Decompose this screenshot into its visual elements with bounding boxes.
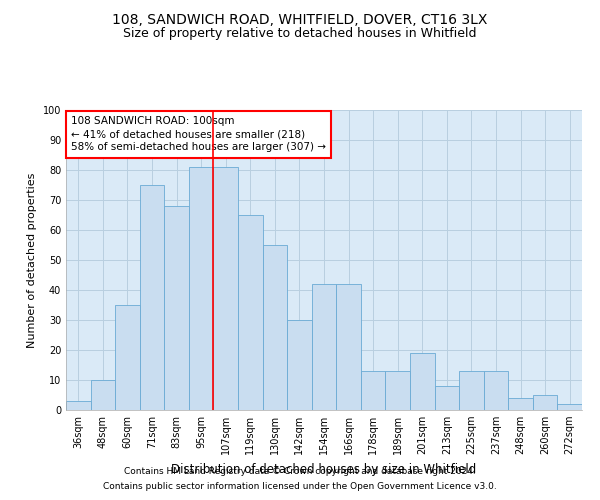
X-axis label: Distribution of detached houses by size in Whitfield: Distribution of detached houses by size … bbox=[172, 462, 476, 475]
Text: 108, SANDWICH ROAD, WHITFIELD, DOVER, CT16 3LX: 108, SANDWICH ROAD, WHITFIELD, DOVER, CT… bbox=[112, 12, 488, 26]
Bar bbox=[385, 371, 410, 410]
Text: 108 SANDWICH ROAD: 100sqm
← 41% of detached houses are smaller (218)
58% of semi: 108 SANDWICH ROAD: 100sqm ← 41% of detac… bbox=[71, 116, 326, 152]
Bar bbox=[263, 245, 287, 410]
Text: Contains HM Land Registry data © Crown copyright and database right 2024.: Contains HM Land Registry data © Crown c… bbox=[124, 467, 476, 476]
Bar bbox=[214, 167, 238, 410]
Bar bbox=[287, 320, 312, 410]
Bar bbox=[557, 404, 582, 410]
Bar bbox=[533, 395, 557, 410]
Bar bbox=[238, 215, 263, 410]
Bar bbox=[66, 401, 91, 410]
Bar bbox=[164, 206, 189, 410]
Bar bbox=[189, 167, 214, 410]
Bar bbox=[410, 353, 434, 410]
Bar bbox=[459, 371, 484, 410]
Bar bbox=[115, 305, 140, 410]
Y-axis label: Number of detached properties: Number of detached properties bbox=[27, 172, 37, 348]
Bar bbox=[91, 380, 115, 410]
Text: Size of property relative to detached houses in Whitfield: Size of property relative to detached ho… bbox=[123, 28, 477, 40]
Bar bbox=[434, 386, 459, 410]
Bar bbox=[484, 371, 508, 410]
Bar bbox=[312, 284, 336, 410]
Bar bbox=[336, 284, 361, 410]
Bar bbox=[508, 398, 533, 410]
Bar bbox=[140, 185, 164, 410]
Bar bbox=[361, 371, 385, 410]
Text: Contains public sector information licensed under the Open Government Licence v3: Contains public sector information licen… bbox=[103, 482, 497, 491]
